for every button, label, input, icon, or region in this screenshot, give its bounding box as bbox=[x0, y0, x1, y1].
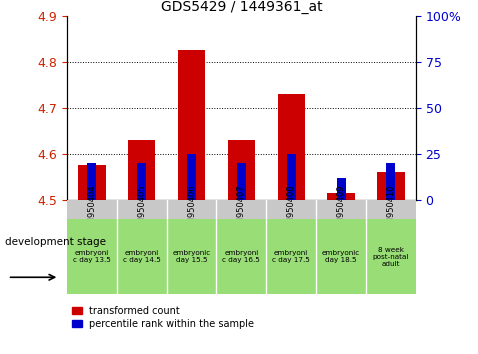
Bar bbox=[187, 154, 196, 200]
Text: embryoni
c day 13.5: embryoni c day 13.5 bbox=[73, 250, 111, 263]
Text: embryonic
day 15.5: embryonic day 15.5 bbox=[173, 250, 211, 263]
Text: embryonic
day 18.5: embryonic day 18.5 bbox=[322, 250, 360, 263]
Text: embryoni
c day 17.5: embryoni c day 17.5 bbox=[272, 250, 310, 263]
Text: GSM950406: GSM950406 bbox=[187, 184, 196, 235]
Text: GSM950404: GSM950404 bbox=[87, 184, 97, 235]
Bar bbox=[327, 193, 355, 200]
Text: GSM950410: GSM950410 bbox=[386, 184, 395, 235]
Text: embryoni
c day 14.5: embryoni c day 14.5 bbox=[123, 250, 161, 263]
Text: 8 week
post-natal
adult: 8 week post-natal adult bbox=[373, 247, 409, 267]
Text: development stage: development stage bbox=[5, 238, 106, 247]
Bar bbox=[137, 163, 146, 200]
Bar bbox=[337, 178, 346, 200]
Text: GSM950409: GSM950409 bbox=[337, 184, 346, 235]
Bar bbox=[78, 165, 106, 200]
Bar bbox=[287, 154, 296, 200]
Bar bbox=[128, 140, 155, 200]
Text: GSM950405: GSM950405 bbox=[137, 184, 146, 235]
Bar bbox=[87, 163, 97, 200]
Bar bbox=[386, 163, 395, 200]
Bar bbox=[377, 172, 405, 200]
Bar bbox=[237, 163, 246, 200]
Title: GDS5429 / 1449361_at: GDS5429 / 1449361_at bbox=[161, 0, 322, 13]
Legend: transformed count, percentile rank within the sample: transformed count, percentile rank withi… bbox=[72, 306, 254, 329]
Text: GSM950407: GSM950407 bbox=[237, 184, 246, 235]
Text: embryoni
c day 16.5: embryoni c day 16.5 bbox=[222, 250, 261, 263]
Bar bbox=[228, 140, 255, 200]
Bar bbox=[278, 94, 305, 200]
Text: GSM950408: GSM950408 bbox=[287, 184, 296, 235]
Bar bbox=[178, 50, 205, 200]
